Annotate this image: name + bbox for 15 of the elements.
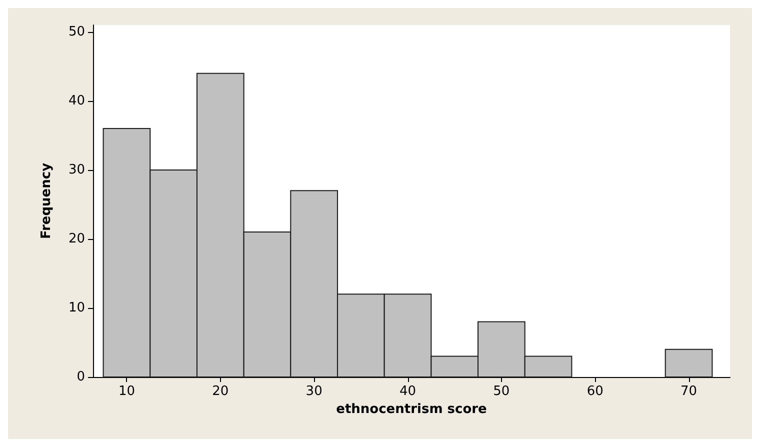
- x-tick-label: 20: [212, 384, 229, 399]
- y-tick-label: 0: [76, 370, 85, 384]
- x-tick-label: 10: [118, 384, 135, 399]
- y-tick-label: 30: [68, 162, 85, 178]
- x-tick-label: 40: [399, 384, 416, 399]
- x-tick-label: 30: [306, 384, 322, 399]
- x-tick-label: 50: [493, 384, 510, 399]
- x-tick-label: 70: [680, 384, 698, 399]
- y-axis-title: Frequency: [39, 162, 54, 240]
- y-tick-label: 40: [68, 93, 85, 108]
- x-tick-label: 60: [586, 384, 604, 399]
- x-axis-title: ethnocentrism score: [336, 402, 488, 417]
- y-tick-label: 50: [68, 24, 85, 40]
- y-tick-label: 10: [68, 300, 85, 316]
- y-tick-label: 20: [68, 231, 85, 246]
